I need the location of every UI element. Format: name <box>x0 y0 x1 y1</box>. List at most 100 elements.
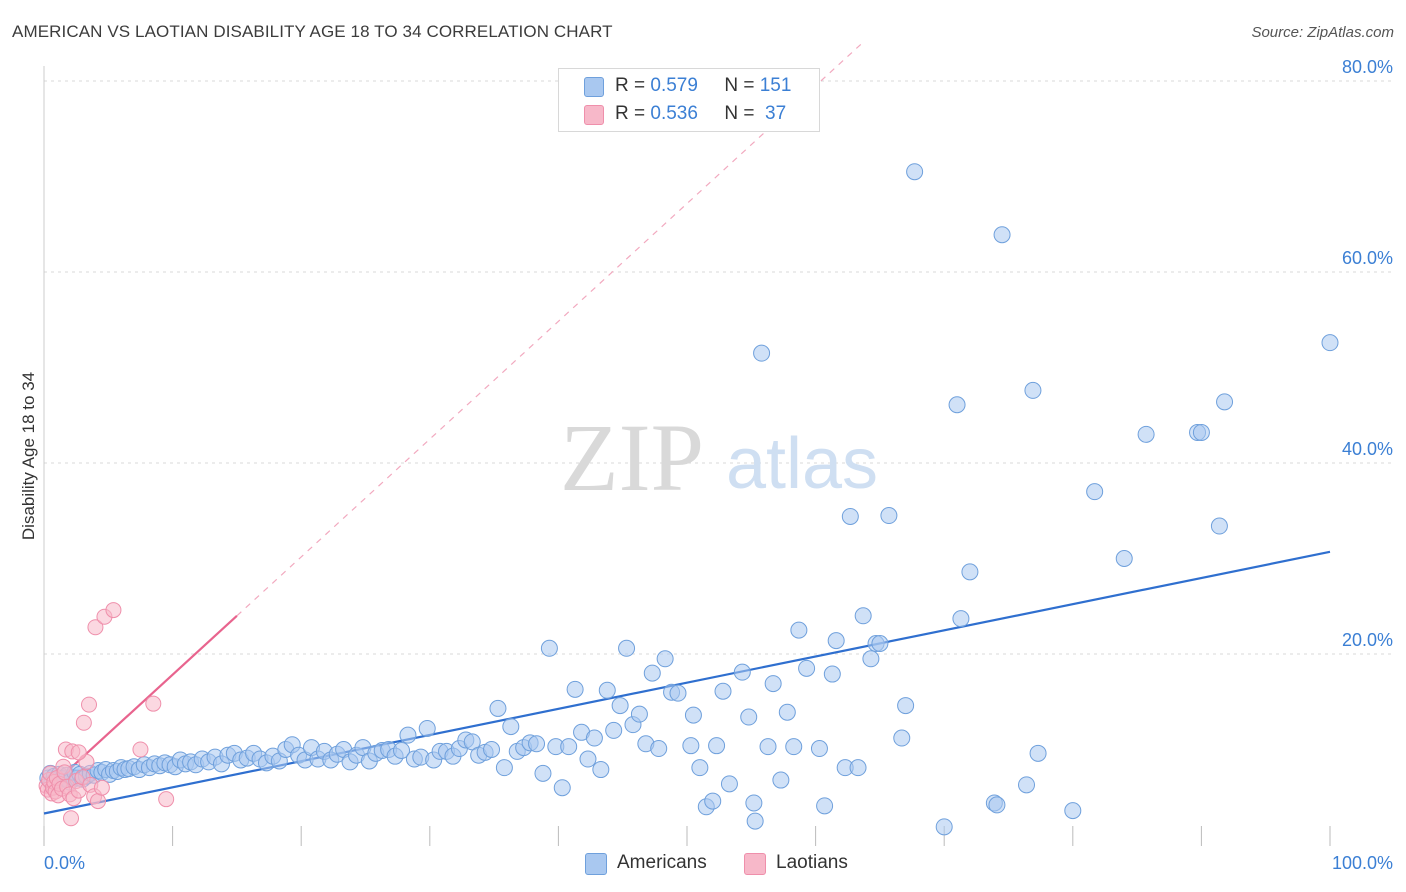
americans-point <box>720 775 738 793</box>
americans-legend-swatch <box>585 853 607 875</box>
americans-point <box>785 738 803 756</box>
americans-point <box>714 682 732 700</box>
americans-point <box>935 818 953 836</box>
axes <box>43 66 1331 846</box>
americans-point <box>585 729 603 747</box>
americans-point <box>540 639 558 657</box>
americans-point <box>772 771 790 789</box>
americans-point <box>704 792 722 810</box>
x-tick-label: 100.0% <box>1332 853 1393 873</box>
americans-point <box>1192 423 1210 441</box>
americans-point <box>798 659 816 677</box>
data-points <box>38 163 1339 836</box>
americans-point <box>823 665 841 683</box>
chart-title: AMERICAN VS LAOTIAN DISABILITY AGE 18 TO… <box>12 22 613 41</box>
n-value-americans: 151 <box>759 75 792 96</box>
americans-point <box>1210 517 1228 535</box>
americans-point <box>764 675 782 693</box>
americans-point <box>566 680 584 698</box>
americans-point <box>961 563 979 581</box>
trend-lines <box>43 42 1331 815</box>
americans-point <box>553 779 571 797</box>
americans-point <box>393 741 411 759</box>
n-label: N = <box>724 103 755 124</box>
americans-point <box>827 632 845 650</box>
americans-point <box>759 738 777 756</box>
laotians-trend-extension <box>236 42 863 617</box>
americans-point <box>816 797 834 815</box>
americans-point <box>598 681 616 699</box>
americans-point <box>1321 334 1339 352</box>
americans-point <box>502 718 520 736</box>
americans-point <box>592 761 610 779</box>
americans-trend-line <box>43 550 1331 815</box>
americans-point <box>733 663 751 681</box>
americans-point <box>1137 425 1155 443</box>
americans-point <box>483 741 501 758</box>
correlation-legend: R = 0.579 N = 151 R = 0.536 N = 37 <box>558 68 820 132</box>
x-tick-label: 0.0% <box>44 853 85 873</box>
americans-point <box>495 759 513 777</box>
americans-point <box>534 764 552 782</box>
r-value-americans: 0.579 <box>650 75 698 96</box>
laotians-point <box>63 810 80 827</box>
americans-point <box>871 634 889 652</box>
n-label: N = <box>724 75 755 96</box>
laotians-point <box>93 779 110 796</box>
americans-point <box>746 812 764 830</box>
americans-point <box>560 738 578 756</box>
americans-point <box>656 650 674 668</box>
americans-point <box>1064 802 1082 820</box>
y-axis-title: Disability Age 18 to 34 <box>19 372 38 540</box>
americans-point <box>740 708 758 726</box>
americans-point <box>618 639 636 657</box>
americans-point <box>854 607 872 625</box>
americans-point <box>948 396 966 414</box>
laotians-point <box>70 744 87 761</box>
y-tick-label: 20.0% <box>1342 630 1393 650</box>
laotians-point <box>75 714 92 731</box>
americans-point <box>849 759 867 777</box>
y-tick-label: 60.0% <box>1342 248 1393 268</box>
watermark-zip: ZIP <box>560 404 704 511</box>
americans-point <box>489 699 507 717</box>
laotians-point <box>90 793 107 810</box>
tick-labels: 20.0% 40.0% 60.0% 80.0% 0.0% 100.0% Disability… <box>19 57 1393 873</box>
laotians-point <box>158 791 175 808</box>
americans-point <box>691 759 709 777</box>
americans-point <box>1216 393 1234 411</box>
americans-point <box>1018 776 1036 794</box>
r-label: R = <box>615 103 646 124</box>
americans-point <box>650 740 668 758</box>
americans-point <box>880 507 898 525</box>
laotians-legend-label: Laotians <box>776 852 848 873</box>
americans-point <box>528 735 546 753</box>
americans-point <box>862 650 880 668</box>
americans-point <box>897 697 915 715</box>
americans-point <box>669 684 687 702</box>
laotians-legend-swatch <box>744 853 766 875</box>
americans-swatch <box>584 77 604 97</box>
americans-point <box>988 796 1006 814</box>
laotians-point <box>132 741 149 758</box>
americans-point <box>952 610 970 628</box>
watermark: ZIP atlas <box>560 404 878 511</box>
americans-point <box>810 740 828 758</box>
americans-point <box>753 344 771 362</box>
americans-point <box>684 706 702 724</box>
y-tick-label: 80.0% <box>1342 57 1393 77</box>
americans-point <box>906 163 924 181</box>
laotians-point <box>145 695 162 712</box>
americans-point <box>1029 744 1047 762</box>
n-value-laotians: 37 <box>765 103 787 124</box>
americans-point <box>630 705 648 723</box>
americans-point <box>682 737 700 755</box>
americans-point <box>418 719 436 737</box>
americans-point <box>1086 483 1104 501</box>
source-label: Source: ZipAtlas.com <box>1251 24 1394 41</box>
americans-point <box>708 737 726 755</box>
laotians-point <box>87 619 104 636</box>
y-tick-label: 40.0% <box>1342 439 1393 459</box>
laotians-trend-line <box>43 614 238 794</box>
